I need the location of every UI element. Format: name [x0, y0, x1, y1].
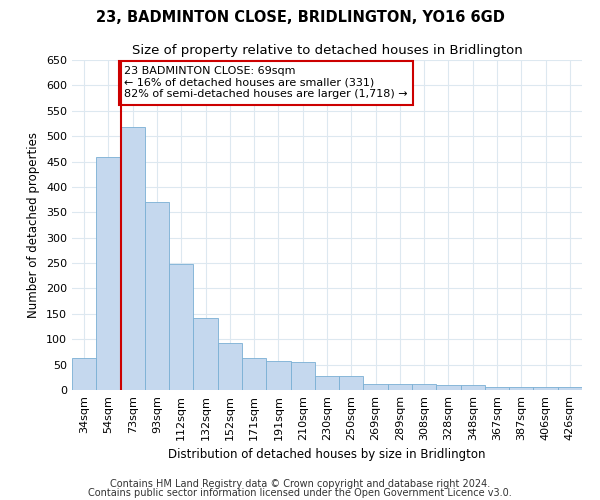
Text: Contains HM Land Registry data © Crown copyright and database right 2024.: Contains HM Land Registry data © Crown c…: [110, 479, 490, 489]
Bar: [315, 376, 339, 390]
Text: 23 BADMINTON CLOSE: 69sqm
← 16% of detached houses are smaller (331)
82% of semi: 23 BADMINTON CLOSE: 69sqm ← 16% of detac…: [124, 66, 408, 100]
Bar: [266, 360, 290, 390]
Bar: [485, 387, 509, 390]
Y-axis label: Number of detached properties: Number of detached properties: [28, 132, 40, 318]
Bar: [461, 386, 485, 390]
Bar: [242, 358, 266, 390]
Bar: [339, 376, 364, 390]
Bar: [72, 358, 96, 390]
X-axis label: Distribution of detached houses by size in Bridlington: Distribution of detached houses by size …: [168, 448, 486, 462]
Bar: [533, 388, 558, 390]
Bar: [193, 318, 218, 390]
Bar: [509, 387, 533, 390]
Bar: [558, 388, 582, 390]
Bar: [145, 202, 169, 390]
Title: Size of property relative to detached houses in Bridlington: Size of property relative to detached ho…: [131, 44, 523, 58]
Text: Contains public sector information licensed under the Open Government Licence v3: Contains public sector information licen…: [88, 488, 512, 498]
Bar: [121, 126, 145, 390]
Bar: [290, 362, 315, 390]
Bar: [96, 158, 121, 390]
Bar: [436, 386, 461, 390]
Text: 23, BADMINTON CLOSE, BRIDLINGTON, YO16 6GD: 23, BADMINTON CLOSE, BRIDLINGTON, YO16 6…: [95, 10, 505, 25]
Bar: [388, 384, 412, 390]
Bar: [412, 384, 436, 390]
Bar: [364, 384, 388, 390]
Bar: [169, 264, 193, 390]
Bar: [218, 343, 242, 390]
